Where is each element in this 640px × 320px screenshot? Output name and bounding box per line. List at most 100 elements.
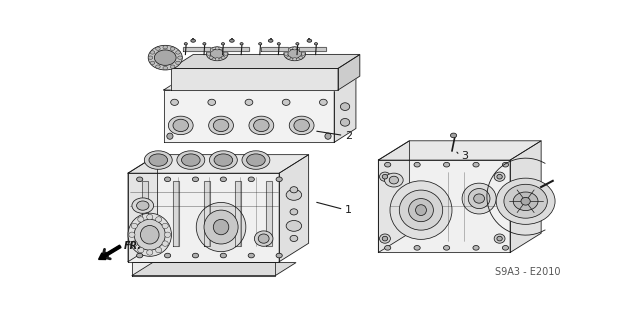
Ellipse shape xyxy=(177,151,205,169)
Ellipse shape xyxy=(268,39,273,42)
Ellipse shape xyxy=(208,99,216,105)
Polygon shape xyxy=(260,47,288,51)
Ellipse shape xyxy=(182,154,200,166)
Ellipse shape xyxy=(494,172,505,181)
Ellipse shape xyxy=(504,184,547,218)
Polygon shape xyxy=(172,55,360,68)
Ellipse shape xyxy=(164,253,171,258)
Ellipse shape xyxy=(289,116,314,135)
Ellipse shape xyxy=(138,217,144,222)
Ellipse shape xyxy=(248,253,254,258)
Ellipse shape xyxy=(408,198,433,222)
Ellipse shape xyxy=(140,226,159,244)
Ellipse shape xyxy=(148,45,182,70)
Ellipse shape xyxy=(382,236,388,241)
Polygon shape xyxy=(142,181,148,246)
Text: 3: 3 xyxy=(461,151,468,161)
Polygon shape xyxy=(378,141,410,252)
Polygon shape xyxy=(235,181,241,246)
Ellipse shape xyxy=(196,203,246,252)
Ellipse shape xyxy=(207,52,211,55)
Ellipse shape xyxy=(299,48,303,52)
Ellipse shape xyxy=(319,99,327,105)
Polygon shape xyxy=(183,47,210,51)
Ellipse shape xyxy=(221,56,225,59)
Ellipse shape xyxy=(134,219,165,250)
Ellipse shape xyxy=(215,58,219,61)
Ellipse shape xyxy=(131,223,138,228)
Ellipse shape xyxy=(215,47,219,50)
Ellipse shape xyxy=(399,190,443,230)
Ellipse shape xyxy=(496,178,555,224)
Ellipse shape xyxy=(206,47,228,61)
Ellipse shape xyxy=(390,181,452,239)
Ellipse shape xyxy=(502,245,509,250)
Ellipse shape xyxy=(163,45,168,49)
Ellipse shape xyxy=(259,234,269,243)
Polygon shape xyxy=(172,68,338,90)
Ellipse shape xyxy=(340,103,349,110)
Ellipse shape xyxy=(290,209,298,215)
Ellipse shape xyxy=(288,49,301,59)
Ellipse shape xyxy=(213,119,229,132)
Ellipse shape xyxy=(301,52,305,55)
Ellipse shape xyxy=(209,116,234,135)
Ellipse shape xyxy=(284,47,305,61)
Ellipse shape xyxy=(290,187,298,193)
Ellipse shape xyxy=(277,43,280,45)
FancyArrow shape xyxy=(99,245,121,260)
Ellipse shape xyxy=(214,154,233,166)
Ellipse shape xyxy=(340,118,349,126)
Polygon shape xyxy=(164,76,356,90)
Ellipse shape xyxy=(210,49,224,59)
Ellipse shape xyxy=(254,231,273,246)
Text: 1: 1 xyxy=(345,205,352,215)
Ellipse shape xyxy=(156,247,162,253)
Ellipse shape xyxy=(148,56,153,59)
Ellipse shape xyxy=(220,253,227,258)
Ellipse shape xyxy=(193,177,198,182)
Ellipse shape xyxy=(282,99,290,105)
Ellipse shape xyxy=(473,162,479,167)
Ellipse shape xyxy=(138,247,144,253)
Ellipse shape xyxy=(444,162,450,167)
Ellipse shape xyxy=(136,201,149,210)
Ellipse shape xyxy=(209,56,213,59)
Ellipse shape xyxy=(150,51,155,54)
Ellipse shape xyxy=(296,43,299,45)
Ellipse shape xyxy=(294,119,309,132)
Ellipse shape xyxy=(307,39,312,42)
Ellipse shape xyxy=(220,177,227,182)
Polygon shape xyxy=(204,181,210,246)
Ellipse shape xyxy=(164,232,171,237)
Polygon shape xyxy=(510,141,541,252)
Text: 2: 2 xyxy=(345,131,352,141)
Ellipse shape xyxy=(380,234,390,243)
Ellipse shape xyxy=(451,133,457,138)
Ellipse shape xyxy=(175,51,180,54)
Ellipse shape xyxy=(147,250,153,255)
Ellipse shape xyxy=(149,154,168,166)
Ellipse shape xyxy=(203,43,206,45)
Polygon shape xyxy=(128,155,157,262)
Ellipse shape xyxy=(502,162,509,167)
Ellipse shape xyxy=(385,173,403,187)
Ellipse shape xyxy=(150,61,155,65)
Ellipse shape xyxy=(128,213,172,256)
Polygon shape xyxy=(378,160,510,252)
Ellipse shape xyxy=(154,50,176,65)
Ellipse shape xyxy=(276,177,282,182)
Ellipse shape xyxy=(292,58,296,61)
Ellipse shape xyxy=(242,151,270,169)
Ellipse shape xyxy=(246,154,265,166)
Ellipse shape xyxy=(385,245,391,250)
Ellipse shape xyxy=(414,162,420,167)
Ellipse shape xyxy=(170,65,175,68)
Ellipse shape xyxy=(184,43,188,45)
Polygon shape xyxy=(222,47,249,51)
Ellipse shape xyxy=(193,253,198,258)
Polygon shape xyxy=(173,181,179,246)
Ellipse shape xyxy=(444,245,450,250)
Ellipse shape xyxy=(132,198,154,213)
Ellipse shape xyxy=(468,188,490,209)
